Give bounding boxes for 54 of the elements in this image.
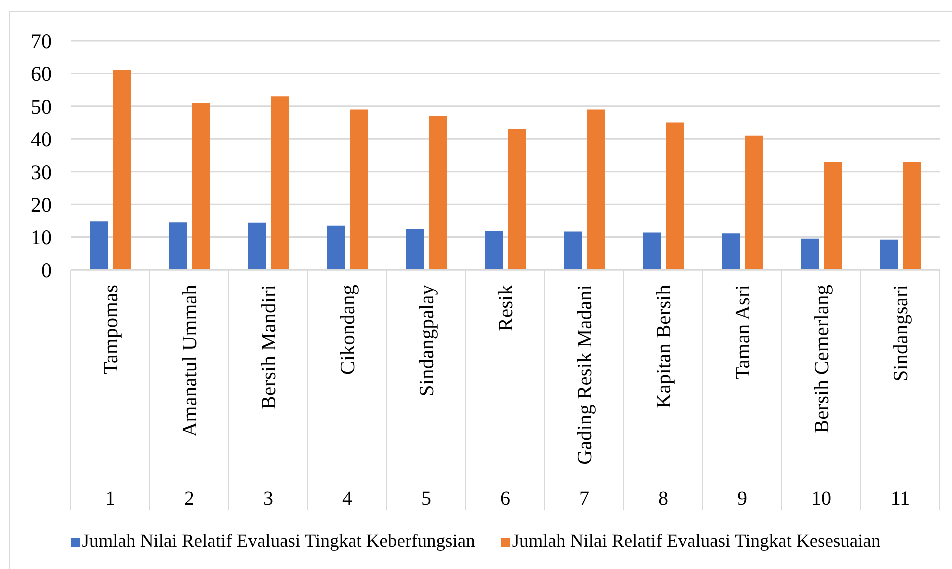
x-tick-label: Kapitan Bersih xyxy=(654,285,676,409)
x-tick-label: Taman Asri xyxy=(732,284,754,380)
text: 9 xyxy=(738,488,748,510)
y-tick-label: 0 xyxy=(42,258,52,282)
x-tick-label: Tampomas xyxy=(100,284,122,375)
bar xyxy=(508,129,526,270)
bar xyxy=(113,70,131,270)
bar xyxy=(587,110,605,270)
y-tick-label: 50 xyxy=(31,94,52,119)
bar xyxy=(880,240,898,270)
legend-label: Jumlah Nilai Relatif Evaluasi Tingkat Keberfungsian xyxy=(82,532,476,553)
text: 10 xyxy=(812,488,832,510)
bar xyxy=(350,110,368,270)
text: 2 xyxy=(184,488,194,510)
text: 3 xyxy=(264,488,274,510)
text: 6 xyxy=(500,488,510,510)
bar xyxy=(90,222,108,270)
bar xyxy=(564,232,582,270)
y-tick-label: 30 xyxy=(31,160,52,184)
x-tick-label: Bersih Mandiri xyxy=(258,284,280,410)
y-tick-label: 70 xyxy=(31,29,52,54)
bar xyxy=(485,231,503,270)
bar xyxy=(745,136,763,270)
text: 5 xyxy=(422,488,432,510)
y-tick-label: 20 xyxy=(31,193,52,218)
y-tick-label: 40 xyxy=(31,128,52,152)
bar xyxy=(666,122,684,270)
bar xyxy=(192,103,210,270)
bar xyxy=(824,162,842,270)
text: 1 xyxy=(106,488,116,510)
y-tick-label: 60 xyxy=(31,62,52,86)
text: 4 xyxy=(342,488,352,510)
bar xyxy=(406,229,424,270)
bar xyxy=(271,96,289,270)
bar xyxy=(903,162,921,270)
bar xyxy=(722,234,740,270)
x-tick-label: Gading Resik Madani xyxy=(574,284,596,465)
bar xyxy=(429,116,447,270)
text: 11 xyxy=(890,488,910,510)
y-tick-label: 10 xyxy=(31,226,52,250)
text: 7 xyxy=(580,488,590,510)
bar xyxy=(643,232,661,270)
x-tick-label: Amanatul Ummah xyxy=(180,285,202,438)
bar xyxy=(801,238,819,270)
legend-label: Jumlah Nilai Relatif Evaluasi Tingkat Kesesuaian xyxy=(512,532,881,553)
x-tick-label: Sindangpalay xyxy=(416,284,438,397)
bar xyxy=(248,222,266,270)
x-tick-label: Bersih Cemerlang xyxy=(812,285,834,434)
x-tick-label: Resik xyxy=(496,284,518,332)
x-tick-label: Cikondang xyxy=(338,285,360,375)
bar xyxy=(327,226,345,270)
text: 8 xyxy=(658,488,668,510)
x-tick-label: Sindangsari xyxy=(890,284,912,382)
bar xyxy=(169,222,187,270)
